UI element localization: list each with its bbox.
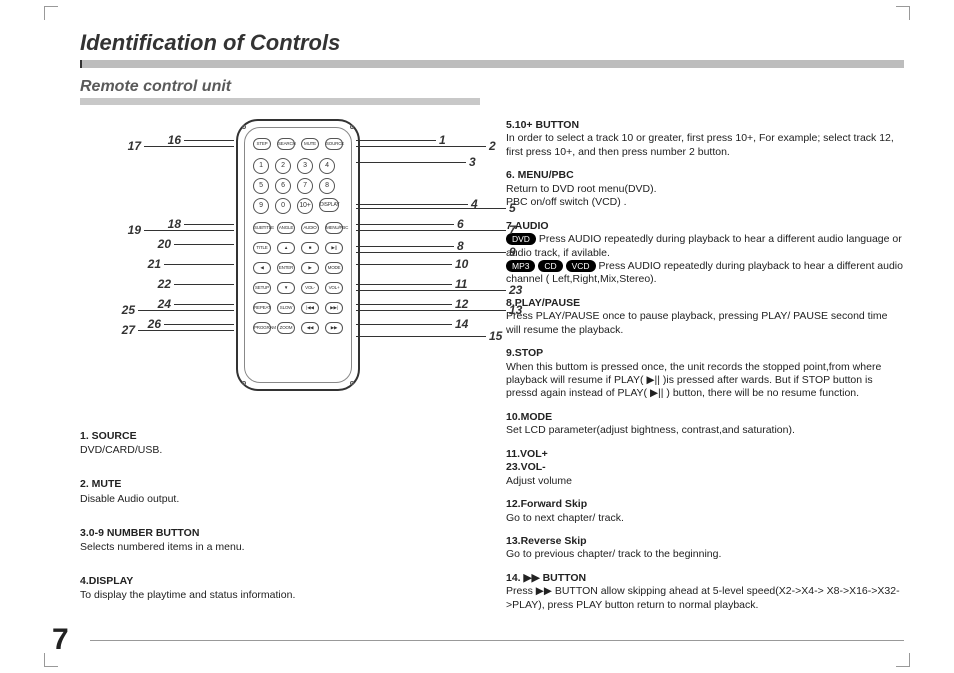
footer-rule xyxy=(90,640,904,641)
remote-button: |◀◀ xyxy=(301,302,319,314)
remote-button: SOURCE xyxy=(325,138,343,150)
callout-17: 17 xyxy=(125,139,234,153)
callout-7: 7 xyxy=(356,223,519,237)
remote-button: ▶▶ xyxy=(325,322,343,334)
remote-button: DISPLAY xyxy=(319,198,339,212)
remote-diagram: STEPSEARCHMUTESOURCE123456789010+DISPLAY… xyxy=(80,119,480,409)
desc-item: 10.MODESet LCD parameter(adjust bightnes… xyxy=(506,411,904,438)
desc-item: 2. MUTEDisable Audio output. xyxy=(80,477,480,505)
remote-button: ZOOM xyxy=(277,322,295,334)
page-number: 7 xyxy=(52,623,69,657)
section-title: Remote control unit xyxy=(80,78,480,105)
callout-15: 15 xyxy=(356,329,505,343)
remote-button: ◀ xyxy=(253,262,271,274)
remote-button: REPEAT xyxy=(253,302,271,314)
desc-item: 3.0-9 NUMBER BUTTONSelects numbered item… xyxy=(80,526,480,554)
remote-button: ▶▶| xyxy=(325,302,343,314)
desc-item: 14. ▶▶ BUTTONPress ▶▶ BUTTON allow skipp… xyxy=(506,572,904,612)
callout-22: 22 xyxy=(155,277,234,291)
title-rule xyxy=(80,60,904,68)
remote-button: VOL+ xyxy=(325,282,343,294)
desc-item: 6. MENU/PBCReturn to DVD root menu(DVD).… xyxy=(506,169,904,209)
remote-button: 3 xyxy=(297,158,313,174)
callout-2: 2 xyxy=(356,139,499,153)
desc-item: 5.10+ BUTTONIn order to select a track 1… xyxy=(506,119,904,159)
desc-item: 1. SOURCEDVD/CARD/USB. xyxy=(80,429,480,457)
callout-10: 10 xyxy=(356,257,471,271)
left-column: STEPSEARCHMUTESOURCE123456789010+DISPLAY… xyxy=(80,119,480,622)
remote-button: STEP xyxy=(253,138,271,150)
remote-button: SLOW xyxy=(277,302,295,314)
remote-body: STEP SEARCH MUTE SOURCE 1234 5678 90 10+ DISPLAY… xyxy=(236,119,360,391)
page: Identification of Controls Remote contro… xyxy=(80,30,904,643)
remote-button: 0 xyxy=(275,198,291,214)
remote-button: 5 xyxy=(253,178,269,194)
remote-button: MENU/PBC xyxy=(325,222,343,234)
remote-button: PROGRAM xyxy=(253,322,271,334)
remote-button: 10+ xyxy=(297,198,313,214)
remote-button: 8 xyxy=(319,178,335,194)
remote-button: SETUP xyxy=(253,282,271,294)
remote-button: ■ xyxy=(301,242,319,254)
callout-23: 23 xyxy=(356,283,525,297)
desc-item: 8.PLAY/PAUSEPress PLAY/PAUSE once to pau… xyxy=(506,297,904,337)
desc-item: 4.DISPLAYTo display the playtime and sta… xyxy=(80,574,480,602)
remote-button: 9 xyxy=(253,198,269,214)
remote-button: SEARCH xyxy=(277,138,295,150)
desc-item: 12.Forward SkipGo to next chapter/ track… xyxy=(506,498,904,525)
columns: STEPSEARCHMUTESOURCE123456789010+DISPLAY… xyxy=(80,119,904,622)
page-title: Identification of Controls xyxy=(80,30,904,58)
remote-button: ENTER xyxy=(277,262,295,274)
callout-27: 27 xyxy=(119,323,234,337)
callout-21: 21 xyxy=(145,257,234,271)
remote-button: 4 xyxy=(319,158,335,174)
remote-button: VOL- xyxy=(301,282,319,294)
remote-inner: STEP SEARCH MUTE SOURCE 1234 5678 90 10+ DISPLAY… xyxy=(244,127,352,383)
callout-5: 5 xyxy=(356,201,519,215)
remote-button: MODE xyxy=(325,262,343,274)
remote-button: ANGLE xyxy=(277,222,295,234)
callout-19: 19 xyxy=(125,223,234,237)
remote-button: MUTE xyxy=(301,138,319,150)
callout-25: 25 xyxy=(119,303,234,317)
callout-3: 3 xyxy=(356,155,479,169)
remote-button: ▼ xyxy=(277,282,295,294)
remote-button: 1 xyxy=(253,158,269,174)
callout-20: 20 xyxy=(155,237,234,251)
remote-button: TITLE xyxy=(253,242,271,254)
desc-item: 11.VOL+23.VOL-Adjust volume xyxy=(506,448,904,488)
remote-button: ◀◀ xyxy=(301,322,319,334)
right-column: 5.10+ BUTTONIn order to select a track 1… xyxy=(506,119,904,622)
remote-button: ▲ xyxy=(277,242,295,254)
desc-item: 7.AUDIODVD Press AUDIO repeatedly during… xyxy=(506,220,904,287)
remote-button: SUBTITLE xyxy=(253,222,271,234)
remote-button: AUDIO xyxy=(301,222,319,234)
callout-13: 13 xyxy=(356,303,525,317)
desc-item: 9.STOPWhen this buttom is pressed once, … xyxy=(506,347,904,401)
remote-button: 6 xyxy=(275,178,291,194)
remote-button: 2 xyxy=(275,158,291,174)
remote-button: ▶|| xyxy=(325,242,343,254)
desc-item: 13.Reverse SkipGo to previous chapter/ t… xyxy=(506,535,904,562)
remote-button: ▶ xyxy=(301,262,319,274)
remote-button: 7 xyxy=(297,178,313,194)
